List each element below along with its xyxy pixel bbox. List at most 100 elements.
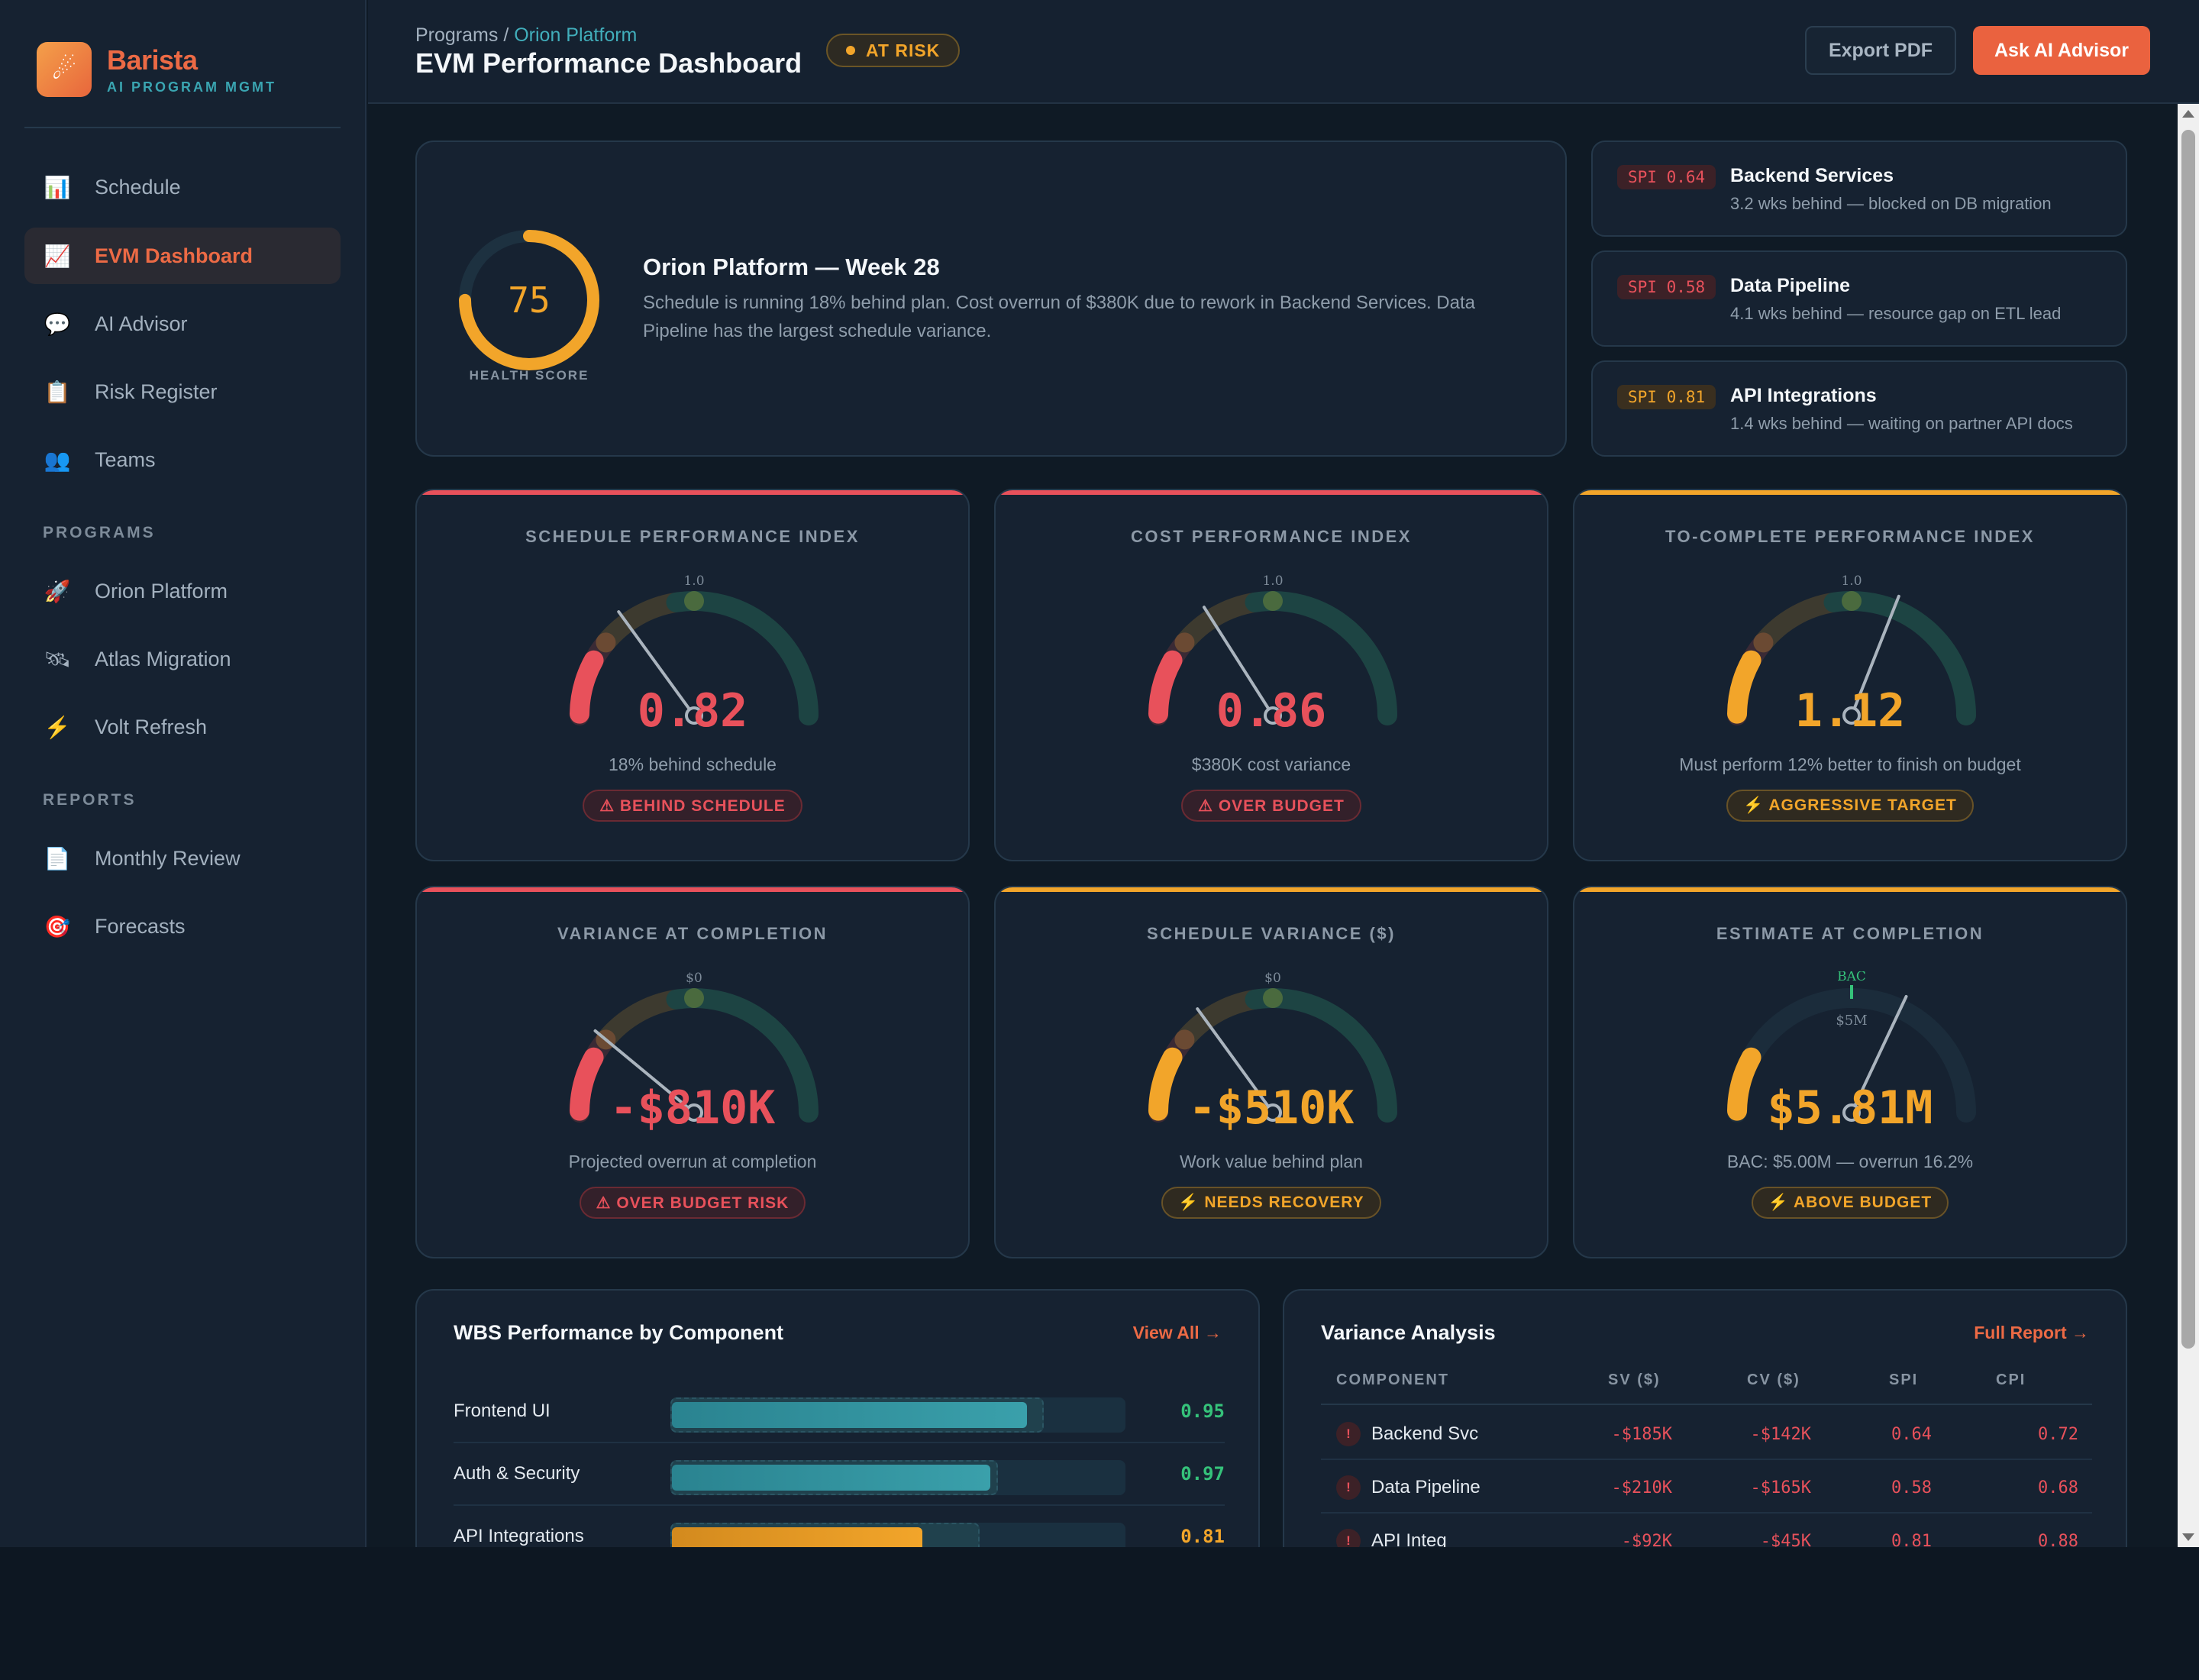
- kpi-title: VARIANCE AT COMPLETION: [557, 924, 828, 943]
- kpi-card-spi: SCHEDULE PERFORMANCE INDEX 1.0 0.82 18% …: [415, 489, 970, 861]
- wbs-row[interactable]: API Integrations 0.81: [454, 1506, 1225, 1547]
- wbs-progress-fill: [672, 1527, 922, 1547]
- sidebar-item-label: Atlas Migration: [95, 647, 231, 670]
- spi-badge: SPI 0.58: [1617, 275, 1716, 299]
- kpi-subtitle: Projected overrun at completion: [568, 1152, 817, 1171]
- status-dot-icon: [846, 46, 855, 55]
- spi-value: 0.64: [1891, 1425, 1932, 1444]
- alert-title: Backend Services: [1730, 165, 1894, 186]
- document-icon: 📄: [44, 846, 71, 871]
- wbs-row[interactable]: Frontend UI 0.95: [454, 1381, 1225, 1443]
- gauge-tcpi: 1.0: [1727, 574, 1976, 725]
- gauge-threshold-dot: [1174, 632, 1195, 653]
- variance-panel: Variance Analysis Full Report → COMPONEN…: [1283, 1289, 2127, 1547]
- gauge-reference-label: BAC: [1837, 971, 1866, 984]
- column-header[interactable]: COMPONENT: [1336, 1371, 1449, 1388]
- sv-value: -$185K: [1611, 1425, 1672, 1444]
- sidebar-item-teams[interactable]: 👥 Teams: [24, 431, 341, 488]
- wbs-row[interactable]: Auth & Security 0.97: [454, 1443, 1225, 1506]
- brand[interactable]: ☄ Barista AI PROGRAM MGMT: [37, 41, 276, 98]
- gauge-threshold-dot: [1263, 988, 1283, 1008]
- gauge-zone-amber: [1174, 592, 1265, 653]
- sidebar-item-ai-advisor[interactable]: 💬 AI Advisor: [24, 296, 341, 352]
- alert-title: Data Pipeline: [1730, 275, 1850, 296]
- sidebar-item-atlas-migration[interactable]: 🛰 Atlas Migration: [24, 631, 341, 687]
- kpi-value: 0.86: [1216, 684, 1327, 738]
- scroll-down-arrow-icon[interactable]: [2182, 1533, 2194, 1541]
- gauge-reference-label: 1.0: [1841, 574, 1862, 589]
- desktop-background: [0, 1547, 2199, 1680]
- sidebar-item-evm-dashboard[interactable]: 📈 EVM Dashboard: [24, 228, 341, 284]
- gauge-threshold-dot: [684, 988, 704, 1008]
- card-accent-bar: [417, 887, 968, 892]
- comet-icon: ☄: [37, 42, 92, 97]
- sidebar-item-schedule[interactable]: 📊 Schedule: [24, 159, 341, 215]
- card-accent-bar: [996, 887, 1547, 892]
- breadcrumb-root-link[interactable]: Programs: [415, 24, 499, 46]
- gauge-needle: [1850, 594, 1900, 717]
- kpi-value: 1.12: [1794, 684, 1906, 738]
- brand-tagline: AI PROGRAM MGMT: [107, 79, 276, 95]
- sidebar-item-monthly-review[interactable]: 📄 Monthly Review: [24, 830, 341, 887]
- component-name: API Integ: [1371, 1530, 1447, 1547]
- kpi-card-tcpi: TO-COMPLETE PERFORMANCE INDEX 1.0 1.12 M…: [1573, 489, 2127, 861]
- card-accent-bar: [417, 490, 968, 495]
- alert-card[interactable]: SPI 0.58 Data Pipeline 4.1 wks behind — …: [1591, 250, 2127, 347]
- cv-value: -$165K: [1750, 1478, 1811, 1497]
- ask-ai-advisor-button[interactable]: Ask AI Advisor: [1973, 26, 2150, 75]
- sidebar-item-forecasts[interactable]: 🎯 Forecasts: [24, 898, 341, 955]
- table-row[interactable]: ! Data Pipeline -$210K -$165K 0.58 0.68: [1321, 1460, 2092, 1514]
- sidebar-item-label: AI Advisor: [95, 312, 188, 335]
- alert-icon: !: [1336, 1529, 1361, 1547]
- full-report-link[interactable]: Full Report →: [1974, 1323, 2089, 1342]
- column-header[interactable]: CPI: [1996, 1371, 2026, 1388]
- divider: [24, 127, 341, 128]
- breadcrumb-current-link[interactable]: Orion Platform: [514, 24, 638, 46]
- sidebar-item-label: Orion Platform: [95, 579, 228, 603]
- cpi-value: 0.88: [2038, 1532, 2078, 1547]
- sidebar-item-volt-refresh[interactable]: ⚡ Volt Refresh: [24, 699, 341, 755]
- spi-value: 0.81: [1891, 1532, 1932, 1547]
- column-header[interactable]: SV ($): [1608, 1371, 1661, 1388]
- gauge-reference-label: $0: [686, 971, 702, 986]
- kpi-card-sv: SCHEDULE VARIANCE ($) $0 -$510K Work val…: [994, 886, 1548, 1258]
- view-all-link[interactable]: View All →: [1132, 1323, 1222, 1342]
- sidebar-item-orion-platform[interactable]: 🚀 Orion Platform: [24, 563, 341, 619]
- app-window: ☄ Barista AI PROGRAM MGMT 📊 Schedule 📈 E…: [0, 0, 2199, 1547]
- scroll-thumb[interactable]: [2181, 130, 2195, 1349]
- gauge-reference-label: 1.0: [683, 574, 704, 589]
- alert-card[interactable]: SPI 0.81 API Integrations 1.4 wks behind…: [1591, 360, 2127, 457]
- gauge-value-arc: [570, 1047, 604, 1121]
- gauge-reference-label: $0: [1264, 971, 1281, 986]
- health-score-arc: [459, 230, 599, 370]
- alert-card[interactable]: SPI 0.64 Backend Services 3.2 wks behind…: [1591, 141, 2127, 237]
- alert-icon: !: [1336, 1422, 1361, 1446]
- column-header[interactable]: CV ($): [1747, 1371, 1800, 1388]
- export-pdf-button[interactable]: Export PDF: [1805, 26, 1956, 75]
- scroll-up-arrow-icon[interactable]: [2182, 110, 2194, 118]
- kpi-status-badge: ⚠ OVER BUDGET: [1181, 790, 1361, 822]
- sidebar-item-label: Schedule: [95, 175, 181, 199]
- kpi-subtitle: Must perform 12% better to finish on bud…: [1679, 754, 2021, 774]
- status-badge-label: AT RISK: [866, 40, 941, 60]
- vertical-scrollbar[interactable]: [2178, 104, 2199, 1547]
- sidebar-item-label: Risk Register: [95, 380, 218, 403]
- brand-name: Barista: [107, 44, 198, 76]
- sidebar: ☄ Barista AI PROGRAM MGMT 📊 Schedule 📈 E…: [0, 0, 366, 1547]
- wbs-component-name: Auth & Security: [454, 1463, 580, 1484]
- sv-value: -$210K: [1611, 1478, 1672, 1497]
- gauge-value-arc: [1148, 650, 1183, 724]
- table-row[interactable]: ! API Integ -$92K -$45K 0.81 0.88: [1321, 1514, 2092, 1547]
- wbs-spi-value: 0.97: [1180, 1463, 1225, 1485]
- column-header[interactable]: SPI: [1889, 1371, 1919, 1388]
- breadcrumb: Programs / Orion Platform: [415, 24, 637, 47]
- card-accent-bar: [1574, 490, 2126, 495]
- gauge-threshold-dot: [1753, 632, 1774, 653]
- table-row[interactable]: ! Backend Svc -$185K -$142K 0.64 0.72: [1321, 1407, 2092, 1460]
- kpi-status-badge: ⚡ NEEDS RECOVERY: [1161, 1187, 1381, 1219]
- breadcrumb-separator: /: [498, 24, 515, 46]
- component-name: Data Pipeline: [1371, 1477, 1481, 1497]
- alert-description: 3.2 wks behind — blocked on DB migration: [1730, 194, 2052, 213]
- sidebar-item-risk-register[interactable]: 📋 Risk Register: [24, 363, 341, 420]
- panel-title: WBS Performance by Component: [454, 1321, 784, 1344]
